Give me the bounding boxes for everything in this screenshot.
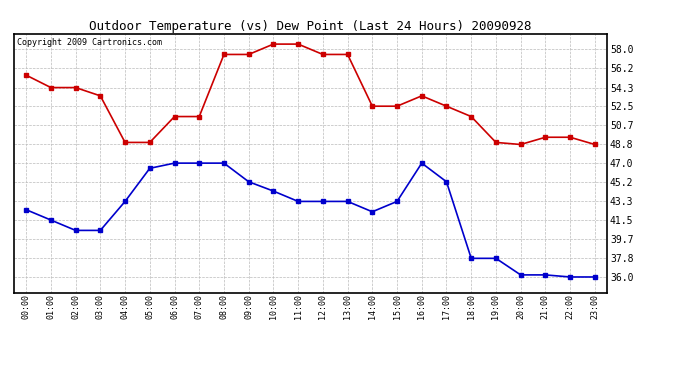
Text: Copyright 2009 Cartronics.com: Copyright 2009 Cartronics.com xyxy=(17,38,161,46)
Title: Outdoor Temperature (vs) Dew Point (Last 24 Hours) 20090928: Outdoor Temperature (vs) Dew Point (Last… xyxy=(89,20,532,33)
